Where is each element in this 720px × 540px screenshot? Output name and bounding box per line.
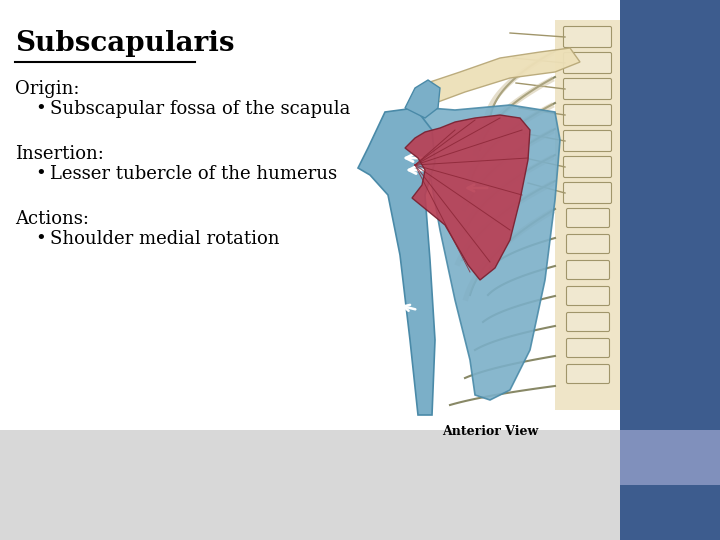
Bar — [0, 430, 620, 540]
Bar — [555, 20, 620, 410]
Text: Lesser tubercle of the humerus: Lesser tubercle of the humerus — [50, 165, 337, 183]
Polygon shape — [405, 115, 530, 280]
Text: Subscapular fossa of the scapula: Subscapular fossa of the scapula — [50, 100, 351, 118]
FancyBboxPatch shape — [564, 78, 611, 99]
Bar — [355, 10, 610, 420]
Text: •: • — [35, 230, 46, 248]
Polygon shape — [405, 80, 440, 118]
FancyBboxPatch shape — [567, 208, 610, 227]
FancyBboxPatch shape — [567, 287, 610, 306]
FancyBboxPatch shape — [567, 260, 610, 280]
Bar — [0, 0, 620, 430]
FancyBboxPatch shape — [567, 364, 610, 383]
FancyBboxPatch shape — [567, 234, 610, 253]
Text: Origin:: Origin: — [15, 80, 79, 98]
Bar — [620, 0, 720, 430]
Bar — [620, 430, 720, 485]
FancyBboxPatch shape — [564, 183, 611, 204]
Text: Anterior View: Anterior View — [442, 425, 538, 438]
Text: Subscapularis: Subscapularis — [15, 30, 235, 57]
Polygon shape — [415, 48, 580, 108]
Text: •: • — [35, 100, 46, 118]
Text: Insertion:: Insertion: — [15, 145, 104, 163]
Bar — [620, 485, 720, 540]
Polygon shape — [400, 105, 560, 400]
Text: Actions:: Actions: — [15, 210, 89, 228]
FancyBboxPatch shape — [564, 105, 611, 125]
FancyBboxPatch shape — [567, 339, 610, 357]
Text: •: • — [35, 165, 46, 183]
FancyBboxPatch shape — [564, 52, 611, 73]
FancyBboxPatch shape — [564, 157, 611, 178]
Text: Shoulder medial rotation: Shoulder medial rotation — [50, 230, 279, 248]
FancyBboxPatch shape — [564, 131, 611, 152]
Polygon shape — [358, 108, 435, 415]
FancyBboxPatch shape — [564, 26, 611, 48]
FancyBboxPatch shape — [567, 313, 610, 332]
